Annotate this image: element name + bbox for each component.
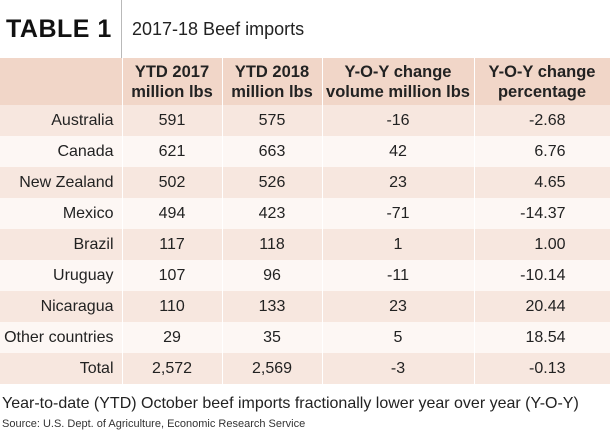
volume-change-cell: -3 xyxy=(322,353,475,384)
ytd2017-cell: 621 xyxy=(122,136,223,167)
volume-change-cell: 1 xyxy=(322,229,475,260)
ytd2017-cell: 2,572 xyxy=(122,353,223,384)
column-header-volume-change: Y-O-Y change volume million lbs xyxy=(322,58,475,105)
column-header-line: Y-O-Y change xyxy=(344,62,452,81)
table-title: 2017-18 Beef imports xyxy=(132,18,305,39)
percent-change-cell: 6.76 xyxy=(474,136,610,167)
volume-change-cell: 23 xyxy=(322,291,475,322)
table-row: Canada 621 663 42 6.76 xyxy=(0,136,610,167)
column-header-country xyxy=(0,58,123,105)
ytd2018-cell: 35 xyxy=(222,322,323,353)
table-body: Australia 591 575 -16 -2.68 Canada 621 663 42 6.7… xyxy=(0,105,610,384)
column-header-line: YTD 2018 xyxy=(234,62,310,81)
volume-change-cell: -11 xyxy=(322,260,475,291)
ytd2017-cell: 107 xyxy=(122,260,223,291)
country-cell: New Zealand xyxy=(0,167,123,198)
country-cell: Australia xyxy=(0,105,123,136)
country-cell: Uruguay xyxy=(0,260,123,291)
percent-change-cell: 4.65 xyxy=(474,167,610,198)
percent-change-cell: -2.68 xyxy=(474,105,610,136)
country-cell: Brazil xyxy=(0,229,123,260)
volume-change-cell: 23 xyxy=(322,167,475,198)
ytd2017-cell: 502 xyxy=(122,167,223,198)
percent-change-cell: -14.37 xyxy=(474,198,610,229)
table-number-badge: TABLE 1 xyxy=(6,14,112,43)
column-header-line: percentage xyxy=(497,82,587,101)
table-row: Total 2,572 2,569 -3 -0.13 xyxy=(0,353,610,384)
table-row: Uruguay 107 96 -11 -10.14 xyxy=(0,260,610,291)
ytd2018-cell: 2,569 xyxy=(222,353,323,384)
ytd2017-cell: 117 xyxy=(122,229,223,260)
table-header: TABLE 1 2017-18 Beef imports xyxy=(0,0,610,58)
ytd2017-cell: 494 xyxy=(122,198,223,229)
column-header-line: million lbs xyxy=(231,82,313,101)
percent-change-cell: -0.13 xyxy=(474,353,610,384)
percent-change-cell: 18.54 xyxy=(474,322,610,353)
column-header-ytd2017: YTD 2017 million lbs xyxy=(122,58,223,105)
table-row: New Zealand 502 526 23 4.65 xyxy=(0,167,610,198)
country-cell: Canada xyxy=(0,136,123,167)
table-caption: Year-to-date (YTD) October beef imports … xyxy=(2,395,579,412)
ytd2017-cell: 591 xyxy=(122,105,223,136)
volume-change-cell: 5 xyxy=(322,322,475,353)
table-row: Australia 591 575 -16 -2.68 xyxy=(0,105,610,136)
header-divider xyxy=(121,0,122,58)
volume-change-cell: -16 xyxy=(322,105,475,136)
column-header-line: volume million lbs xyxy=(326,82,470,101)
column-header-line: Y-O-Y change xyxy=(488,62,596,81)
ytd2018-cell: 423 xyxy=(222,198,323,229)
ytd2017-cell: 110 xyxy=(122,291,223,322)
volume-change-cell: 42 xyxy=(322,136,475,167)
column-header-line: YTD 2017 xyxy=(134,62,210,81)
table-row: Nicaragua 110 133 23 20.44 xyxy=(0,291,610,322)
ytd2018-cell: 575 xyxy=(222,105,323,136)
source-note: Source: U.S. Dept. of Agriculture, Econo… xyxy=(2,418,306,430)
column-header-row: YTD 2017 million lbs YTD 2018 million lb… xyxy=(0,58,610,105)
country-cell: Mexico xyxy=(0,198,123,229)
beef-imports-table: YTD 2017 million lbs YTD 2018 million lb… xyxy=(0,58,610,384)
table-row: Other countries 29 35 5 18.54 xyxy=(0,322,610,353)
percent-change-cell: 1.00 xyxy=(474,229,610,260)
ytd2018-cell: 118 xyxy=(222,229,323,260)
ytd2018-cell: 526 xyxy=(222,167,323,198)
ytd2018-cell: 96 xyxy=(222,260,323,291)
country-cell: Total xyxy=(0,353,123,384)
table-row: Mexico 494 423 -71 -14.37 xyxy=(0,198,610,229)
percent-change-cell: 20.44 xyxy=(474,291,610,322)
percent-change-cell: -10.14 xyxy=(474,260,610,291)
column-header-line: million lbs xyxy=(131,82,213,101)
column-header-percent-change: Y-O-Y change percentage xyxy=(474,58,610,105)
table-row: Brazil 117 118 1 1.00 xyxy=(0,229,610,260)
volume-change-cell: -71 xyxy=(322,198,475,229)
country-cell: Other countries xyxy=(0,322,123,353)
column-header-ytd2018: YTD 2018 million lbs xyxy=(222,58,323,105)
country-cell: Nicaragua xyxy=(0,291,123,322)
ytd2018-cell: 663 xyxy=(222,136,323,167)
ytd2018-cell: 133 xyxy=(222,291,323,322)
ytd2017-cell: 29 xyxy=(122,322,223,353)
